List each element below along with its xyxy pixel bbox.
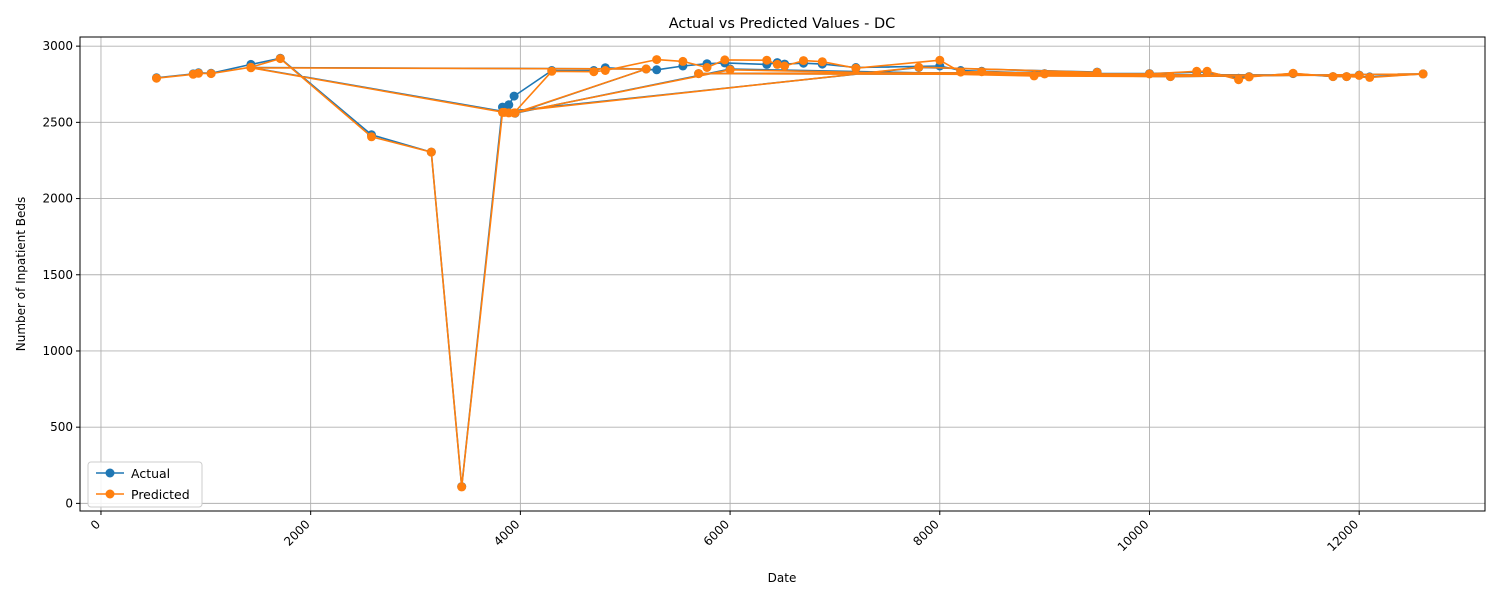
- data-point-predicted: [1328, 72, 1338, 82]
- data-point-predicted: [935, 55, 945, 65]
- data-point-predicted: [780, 61, 790, 71]
- data-point-predicted: [426, 147, 436, 157]
- data-point-predicted: [678, 56, 688, 66]
- data-point-predicted: [275, 54, 285, 64]
- data-point-predicted: [367, 132, 376, 142]
- data-point-predicted: [799, 56, 808, 66]
- legend-actual-marker: [105, 468, 115, 478]
- data-point-predicted: [500, 107, 510, 117]
- data-point-predicted: [641, 64, 651, 74]
- data-point-predicted: [1040, 69, 1050, 79]
- data-point-predicted: [547, 66, 557, 76]
- chart-title: Actual vs Predicted Values - DC: [669, 16, 896, 32]
- legend: Actual Predicted: [87, 461, 203, 508]
- data-point-predicted: [725, 65, 735, 75]
- data-point-predicted: [977, 67, 987, 77]
- data-point-predicted: [589, 67, 599, 77]
- data-point-predicted: [956, 67, 966, 77]
- data-point-predicted: [1165, 72, 1175, 82]
- data-point-predicted: [1202, 66, 1212, 76]
- grid-lines: [80, 37, 1485, 511]
- data-point-predicted: [652, 55, 662, 65]
- y-axis-ticks: 0 500 1000 1500 2000 2500 3000: [42, 39, 80, 510]
- legend-predicted-marker: [105, 489, 115, 499]
- data-point-predicted: [510, 108, 520, 118]
- y-axis-label: Number of Inpatient Beds: [14, 197, 28, 352]
- data-point-predicted: [1145, 69, 1154, 79]
- data-point-predicted: [457, 482, 467, 492]
- data-point-predicted: [772, 59, 782, 69]
- data-point-predicted: [762, 55, 772, 65]
- data-point-actual: [652, 65, 662, 75]
- data-point-predicted: [1288, 68, 1298, 78]
- data-point-predicted: [1342, 72, 1352, 82]
- data-point-predicted: [1354, 70, 1364, 80]
- series-predicted: [152, 54, 1428, 492]
- data-point-predicted: [1092, 67, 1102, 77]
- data-point-predicted: [817, 57, 827, 67]
- data-point-actual: [509, 91, 519, 101]
- plot-frame: [79, 36, 1486, 512]
- data-point-predicted: [720, 55, 730, 65]
- data-point-predicted: [851, 63, 861, 73]
- data-point-predicted: [1244, 72, 1254, 82]
- data-point-predicted: [206, 69, 216, 79]
- data-point-predicted: [914, 62, 924, 72]
- y-tick-label: 1000: [42, 344, 73, 358]
- y-tick-label: 2500: [42, 115, 73, 129]
- data-point-predicted: [694, 69, 704, 79]
- data-point-predicted: [1029, 71, 1039, 81]
- data-point-predicted: [152, 73, 161, 83]
- data-point-predicted: [246, 63, 256, 73]
- data-point-predicted: [1418, 69, 1428, 79]
- series-line-predicted: [156, 57, 1424, 488]
- x-axis-label: Date: [768, 571, 797, 585]
- series-layer: [152, 53, 1428, 492]
- y-tick-label: 1500: [42, 268, 73, 282]
- data-point-predicted: [1365, 72, 1375, 82]
- y-tick-label: 3000: [42, 39, 73, 53]
- data-point-predicted: [1234, 75, 1244, 85]
- data-point-predicted: [1192, 66, 1202, 76]
- data-point-predicted: [702, 63, 712, 72]
- legend-predicted-label: Predicted: [131, 487, 190, 502]
- y-tick-label: 0: [65, 496, 73, 510]
- y-tick-label: 2000: [42, 192, 73, 206]
- data-point-predicted: [600, 66, 610, 75]
- y-tick-label: 500: [50, 420, 73, 434]
- data-point-actual: [504, 100, 514, 110]
- data-point-predicted: [194, 68, 203, 78]
- legend-actual-label: Actual: [131, 466, 170, 481]
